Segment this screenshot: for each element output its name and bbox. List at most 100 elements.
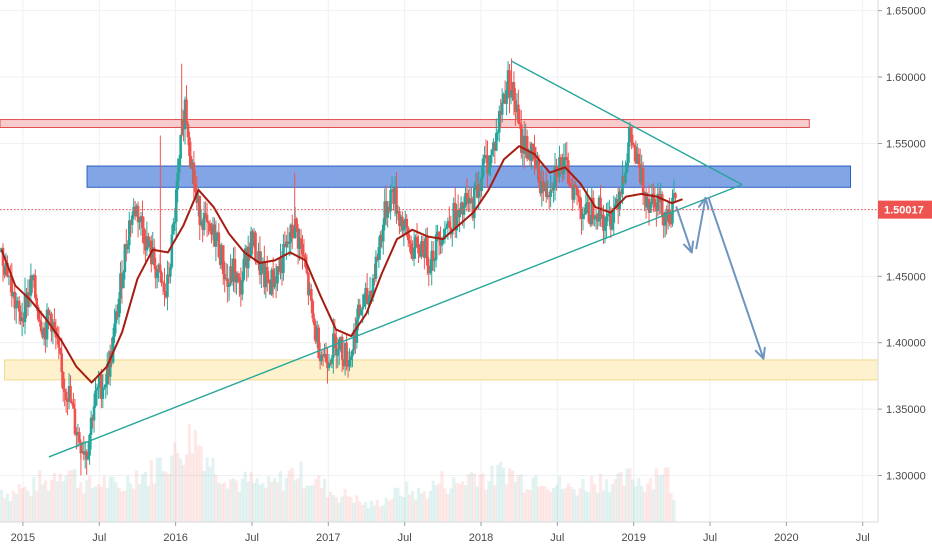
candle-body xyxy=(220,245,224,265)
candle-body xyxy=(539,182,542,194)
volume-bar xyxy=(328,491,333,522)
candle-body xyxy=(103,387,106,389)
volume-bar xyxy=(551,487,556,522)
candle-body xyxy=(271,269,275,288)
candle-body xyxy=(92,406,96,421)
volume-bar xyxy=(478,474,482,522)
volume-bar xyxy=(132,488,136,522)
volume-bar xyxy=(234,480,239,522)
candle-body xyxy=(495,132,498,151)
candle-body xyxy=(611,222,614,230)
volume-bar xyxy=(111,476,115,522)
candle-body xyxy=(364,288,367,295)
candle-body xyxy=(277,266,281,272)
candle-body xyxy=(575,187,579,196)
candle-body xyxy=(515,104,519,113)
volume-bar xyxy=(499,461,503,522)
candle-body xyxy=(405,218,409,228)
candle-body xyxy=(241,279,244,295)
candle-body xyxy=(662,215,665,226)
volume-bar xyxy=(631,479,635,522)
candle-body xyxy=(349,356,353,360)
candle-body xyxy=(517,104,520,123)
volume-bar xyxy=(296,478,300,522)
candlesticks xyxy=(0,58,677,476)
candle-body xyxy=(379,235,382,248)
candle-body xyxy=(373,278,376,280)
volume-bar xyxy=(460,481,465,522)
volume-bar xyxy=(158,457,162,522)
candle-body xyxy=(117,298,121,318)
candle-body xyxy=(361,306,365,310)
candle-body xyxy=(462,205,466,215)
candle-body xyxy=(61,372,65,390)
volume-bar xyxy=(651,489,656,522)
candle-body xyxy=(549,189,552,197)
candle-body xyxy=(493,142,497,151)
candle-body xyxy=(635,153,639,164)
candle-body xyxy=(370,291,373,298)
projection-arrow-head xyxy=(683,243,693,254)
candle-body xyxy=(528,151,532,161)
candle-body xyxy=(556,176,560,178)
volume-bar xyxy=(601,490,606,522)
candle-body xyxy=(443,228,447,239)
volume-bar xyxy=(223,482,227,522)
volume-bar xyxy=(466,474,471,522)
candle-body xyxy=(9,275,12,278)
candle-body xyxy=(552,186,555,191)
volume-bar xyxy=(672,499,676,522)
candle-body xyxy=(301,243,304,255)
candle-body xyxy=(305,266,309,274)
volume-bar xyxy=(314,479,318,522)
candle-body xyxy=(399,216,403,227)
candle-body xyxy=(627,142,630,164)
volume-bar xyxy=(381,505,385,522)
candle-body xyxy=(236,273,240,278)
volume-bar xyxy=(475,486,479,522)
candle-body xyxy=(157,264,160,273)
candle-body xyxy=(588,222,592,225)
volume-bar xyxy=(23,486,27,522)
volume-bar xyxy=(325,497,330,522)
volume-bar xyxy=(343,488,347,522)
volume-bar xyxy=(70,469,74,522)
candle-body xyxy=(205,214,209,223)
candle-body xyxy=(267,279,271,283)
candle-body xyxy=(590,197,594,225)
volume-bar xyxy=(449,488,453,522)
candle-body xyxy=(136,205,140,223)
volume-bar xyxy=(587,492,591,522)
candle-body xyxy=(249,231,253,259)
candle-body xyxy=(317,327,320,359)
projection-arrow-head xyxy=(762,346,766,360)
candle-body xyxy=(525,136,529,159)
candle-body xyxy=(23,293,27,323)
candle-body xyxy=(120,273,124,289)
volume-bar xyxy=(487,481,491,522)
candle-body xyxy=(633,145,636,147)
candle-body xyxy=(418,253,422,257)
candle-body xyxy=(126,245,130,250)
candle-body xyxy=(522,135,526,154)
candle-body xyxy=(19,311,22,322)
candle-body xyxy=(154,265,157,279)
volume-bar xyxy=(640,485,644,522)
volume-bar xyxy=(135,470,139,522)
volume-bar xyxy=(431,480,435,522)
x-tick-label: 2020 xyxy=(774,532,798,544)
volume-bar xyxy=(666,467,670,522)
x-tick-label: 2016 xyxy=(163,532,187,544)
x-tick-label: Jul xyxy=(398,532,412,544)
current-price-tag xyxy=(878,200,932,219)
candle-body xyxy=(260,262,263,275)
candle-body xyxy=(334,336,338,356)
candle-body xyxy=(31,275,34,281)
candle-body xyxy=(387,206,391,212)
projection-arrow xyxy=(675,206,693,254)
candle-body xyxy=(177,158,181,173)
candle-body xyxy=(653,198,657,208)
candle-body xyxy=(433,259,436,261)
volume-bar xyxy=(267,476,271,522)
